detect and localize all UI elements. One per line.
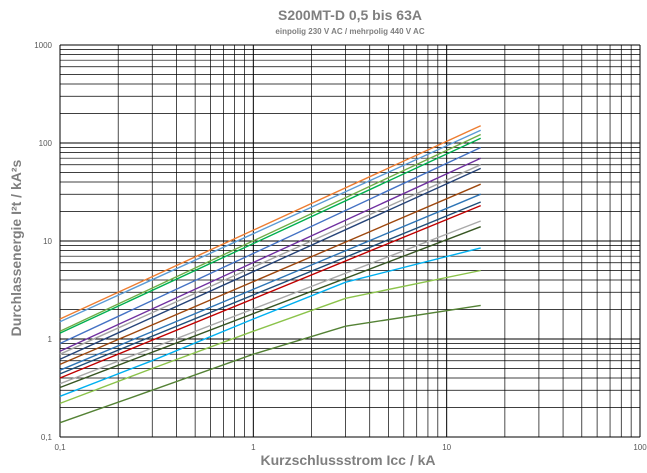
y-tick-label: 100: [39, 139, 53, 148]
x-tick-label: 100: [633, 443, 647, 452]
y-tick-label: 1: [48, 335, 53, 344]
series-line-4: [59, 137, 481, 334]
series-line-15: [59, 247, 481, 397]
series-line-10: [59, 193, 481, 371]
chart-subtitle: einpolig 230 V AC / mehrpolig 440 V AC: [275, 27, 424, 36]
series-line-16: [59, 269, 481, 405]
y-tick-label: 1000: [34, 41, 52, 50]
y-axis-label: Durchlassenergie I²t / kA²s: [8, 159, 24, 336]
series-line-6: [59, 157, 481, 352]
series-layer: [59, 125, 481, 424]
series-line-2: [59, 129, 481, 323]
y-tick-labels: 0,1 1 10 100 1000: [34, 41, 52, 442]
series-line-12: [59, 204, 481, 379]
y-tick-label: 10: [43, 237, 52, 246]
x-tick-label: 10: [442, 443, 451, 452]
series-line-7: [59, 164, 481, 355]
x-tick-label: 1: [251, 443, 256, 452]
series-line-3: [59, 133, 481, 332]
series-line-5: [59, 146, 481, 345]
series-line-9: [59, 183, 481, 366]
series-line-13: [59, 220, 481, 385]
y-tick-label: 0,1: [41, 433, 53, 442]
x-tick-label: 0,1: [54, 443, 66, 452]
x-tick-labels: 0,1 1 10 100: [54, 443, 647, 452]
x-axis-label: Kurzschlussstrom Icc / kA: [260, 452, 435, 468]
series-line-14: [59, 226, 481, 389]
grid: [59, 44, 641, 438]
series-line-8: [59, 167, 481, 360]
chart-title: S200MT-D 0,5 bis 63A: [278, 7, 422, 23]
series-line-1: [59, 125, 481, 320]
series-line-11: [59, 201, 481, 375]
series-line-17: [59, 304, 481, 424]
